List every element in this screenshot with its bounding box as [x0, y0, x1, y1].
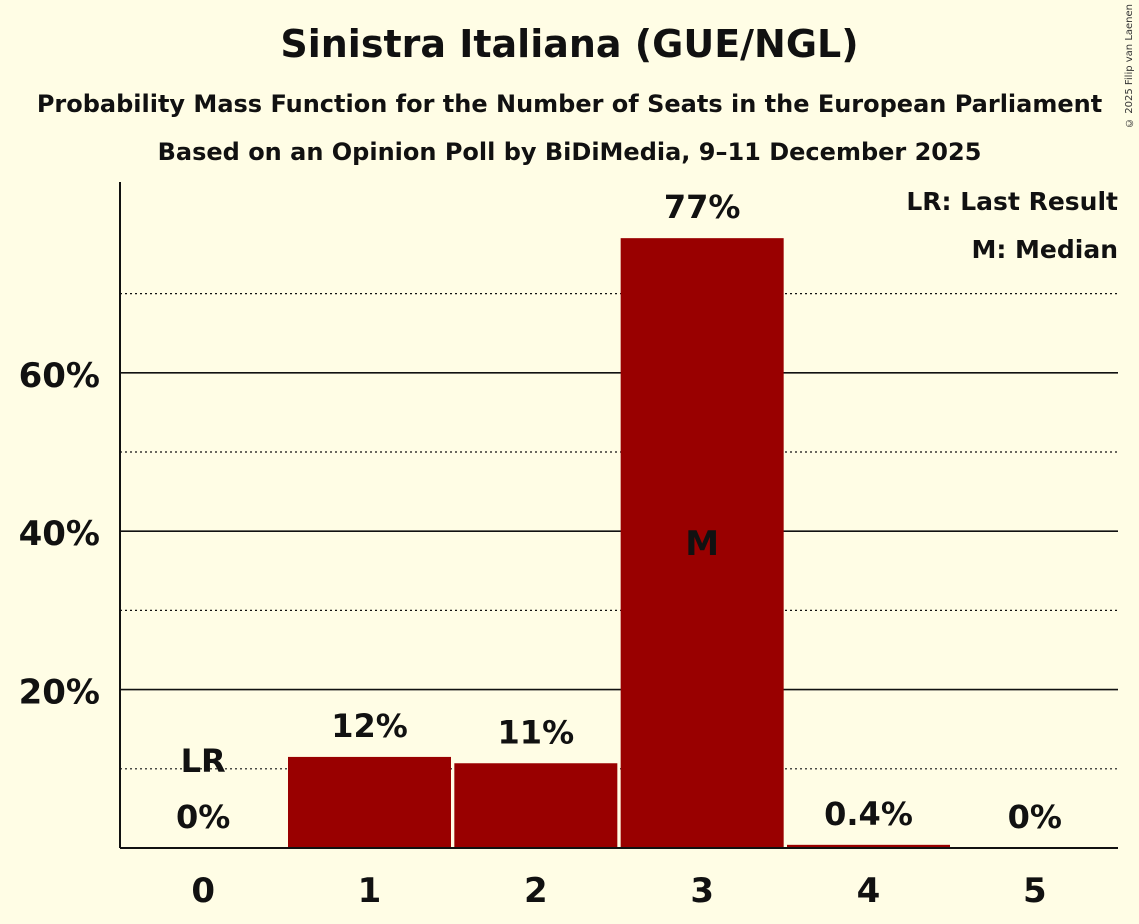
chart-title: Sinistra Italiana (GUE/NGL) — [280, 22, 859, 66]
last-result-marker: LR — [181, 742, 226, 780]
bar-seat-1 — [288, 756, 451, 848]
x-tick-label: 3 — [690, 871, 714, 911]
median-marker: M — [685, 524, 719, 564]
data-label: 77% — [664, 188, 741, 226]
data-label: 0% — [176, 798, 230, 836]
chart-subtitle: Probability Mass Function for the Number… — [36, 90, 1103, 118]
bar-seat-3 — [620, 238, 784, 848]
bar-seat-4 — [787, 844, 950, 848]
y-tick-label: 20% — [19, 673, 100, 713]
data-label: 0.4% — [824, 795, 913, 833]
y-tick-label: 60% — [19, 356, 100, 396]
legend-entry: M: Median — [971, 235, 1118, 264]
x-tick-label: 5 — [1023, 871, 1047, 911]
data-label: 12% — [331, 707, 408, 745]
legend-entry: LR: Last Result — [906, 187, 1118, 216]
x-tick-label: 4 — [857, 871, 881, 911]
x-tick-label: 2 — [524, 871, 548, 911]
data-label: 11% — [498, 713, 575, 751]
x-tick-label: 1 — [358, 871, 382, 911]
bar-seat-2 — [454, 763, 618, 848]
x-tick-label: 0 — [191, 871, 215, 911]
data-label: 0% — [1008, 798, 1062, 836]
chart-subtitle-source: Based on an Opinion Poll by BiDiMedia, 9… — [157, 138, 982, 166]
y-tick-label: 40% — [19, 514, 100, 554]
